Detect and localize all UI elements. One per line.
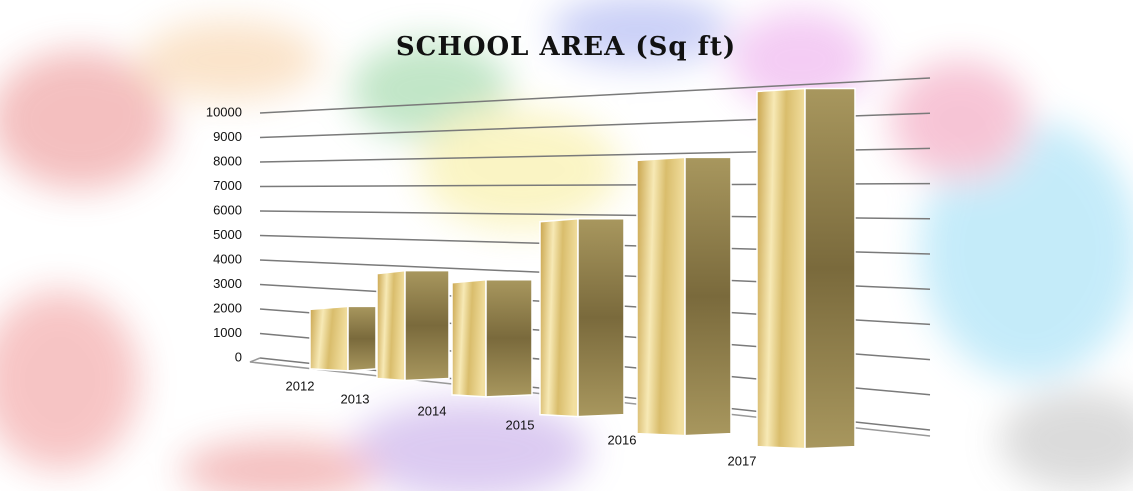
- grid-line: [259, 77, 931, 114]
- x-tick-label: 2013: [341, 391, 370, 406]
- chart-title: SCHOOL AREA (Sq ft): [396, 32, 736, 62]
- bar-front: [309, 305, 349, 372]
- bar-side: [347, 305, 377, 372]
- bar-side: [684, 156, 732, 437]
- x-tick-label: 2012: [286, 378, 315, 393]
- bar-front: [756, 87, 806, 450]
- bar-front: [451, 278, 487, 398]
- bar-front: [539, 217, 579, 418]
- x-tick-label: 2014: [418, 403, 447, 418]
- y-tick-label: 3000: [213, 276, 242, 291]
- bar-side: [577, 217, 625, 418]
- y-tick-label: 1000: [213, 325, 242, 340]
- y-tick-label: 9000: [213, 129, 242, 144]
- y-tick-label: 0: [235, 349, 242, 364]
- bar-front: [636, 156, 686, 437]
- bar-side: [404, 269, 450, 382]
- x-tick-label: 2017: [728, 453, 757, 468]
- y-tick-label: 2000: [213, 300, 242, 315]
- y-tick-label: 4000: [213, 251, 242, 266]
- y-tick-label: 10000: [206, 104, 242, 119]
- x-tick-label: 2015: [506, 417, 535, 432]
- bar-side: [485, 279, 533, 398]
- bar-front: [376, 269, 406, 382]
- bar-side: [804, 87, 856, 450]
- y-tick-label: 5000: [213, 227, 242, 242]
- y-tick-label: 7000: [213, 178, 242, 193]
- y-tick-label: 8000: [213, 153, 242, 168]
- plot-area: 0 1000 2000 3000 4000 5000 6000 7000 8000 9000 100…: [206, 77, 931, 468]
- x-tick-label: 2016: [608, 432, 637, 447]
- y-tick-label: 6000: [213, 202, 242, 217]
